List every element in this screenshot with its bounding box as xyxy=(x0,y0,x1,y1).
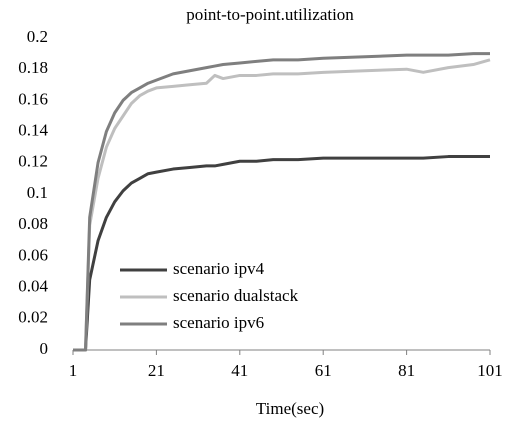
data-line xyxy=(73,155,490,352)
y-tick-label: 0.2 xyxy=(27,27,48,46)
y-tick-label: 0.14 xyxy=(18,121,48,140)
legend-label: scenario ipv6 xyxy=(173,313,264,332)
data-line xyxy=(73,52,490,352)
y-tick-label: 0.1 xyxy=(27,183,48,202)
x-axis-label: Time(sec) xyxy=(256,399,324,418)
y-tick-label: 0 xyxy=(40,339,49,358)
y-tick-label: 0.06 xyxy=(18,245,48,264)
legend-label: scenario ipv4 xyxy=(173,259,265,278)
y-tick-label: 0.18 xyxy=(18,58,48,77)
y-tick-label: 0.12 xyxy=(18,152,48,171)
y-tick-label: 0.08 xyxy=(18,214,48,233)
x-tick-label: 1 xyxy=(69,361,78,380)
chart-title: point-to-point.utilization xyxy=(186,5,354,24)
y-tick-label: 0.16 xyxy=(18,89,48,108)
y-tick-label: 0.04 xyxy=(18,277,48,296)
legend-label: scenario dualstack xyxy=(173,286,299,305)
x-tick-label: 101 xyxy=(477,361,503,380)
x-tick-label: 61 xyxy=(315,361,332,380)
y-tick-label: 0.02 xyxy=(18,308,48,327)
x-tick-label: 81 xyxy=(398,361,415,380)
x-tick-label: 41 xyxy=(231,361,248,380)
data-line xyxy=(73,58,491,352)
x-tick-label: 21 xyxy=(148,361,165,380)
